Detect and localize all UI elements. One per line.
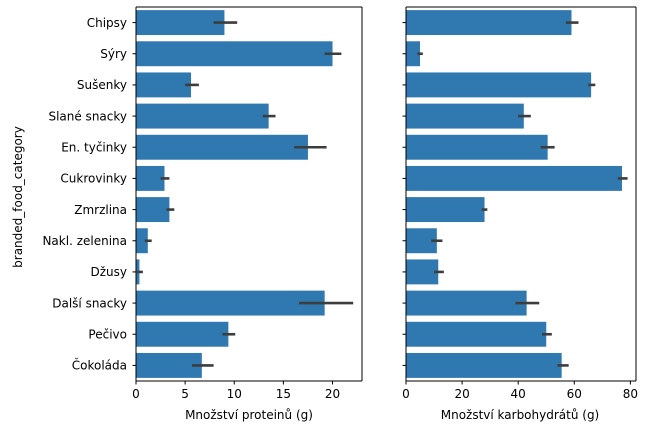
- protein-x-tick-label: 5: [181, 387, 189, 401]
- carb-x-tick-label: 20: [454, 387, 469, 401]
- carb-bar-susenky: [406, 72, 592, 98]
- protein-bar-pecivo: [136, 321, 229, 347]
- protein-x-tick-label: 10: [227, 387, 242, 401]
- protein-bar-slane-snacky: [136, 103, 269, 129]
- carb-x-tick-label: 40: [511, 387, 526, 401]
- carb-bar-slane-snacky: [406, 103, 524, 129]
- category-label-zmrzlina: Zmrzlina: [74, 203, 127, 217]
- carb-bar-cokolada: [406, 352, 562, 378]
- category-label-dzusy: Džusy: [91, 265, 128, 279]
- carb-bar-dalsi-snacky: [406, 290, 527, 316]
- carb-x-tick-label: 80: [623, 387, 638, 401]
- protein-panel: Chipsy Sýry Sušenky Slané snacky En. tyčinky…: [42, 6, 363, 401]
- carb-bar-zmrzlina: [406, 197, 485, 223]
- category-label-en-tycinky: En. tyčinky: [61, 141, 127, 155]
- category-label-syry: Sýry: [100, 47, 127, 61]
- protein-bar-syry: [136, 41, 333, 67]
- protein-x-tick-label: 15: [276, 387, 291, 401]
- protein-bar-dalsi-snacky: [136, 290, 325, 316]
- carb-bar-cukrovinky: [406, 165, 622, 191]
- category-label-cukrovinky: Cukrovinky: [60, 172, 127, 186]
- carb-x-tick-label: 0: [402, 387, 410, 401]
- protein-bar-susenky: [136, 72, 192, 98]
- carb-bar-syry: [406, 41, 421, 67]
- category-label-chipsy: Chipsy: [87, 16, 127, 30]
- protein-x-tick-label: 0: [132, 387, 140, 401]
- category-label-cokolada: Čokoláda: [72, 358, 127, 373]
- protein-bar-chipsy: [136, 10, 225, 36]
- category-label-nakl-zelenina: Nakl. zelenina: [42, 234, 127, 248]
- category-label-slane-snacky: Slané snacky: [48, 109, 127, 123]
- category-label-dalsi-snacky: Další snacky: [52, 296, 127, 310]
- carb-bar-en-tycinky: [406, 134, 548, 160]
- category-label-susenky: Sušenky: [77, 78, 127, 92]
- y-axis-label: branded_food_category: [11, 126, 25, 268]
- protein-bar-cokolada: [136, 352, 202, 378]
- protein-x-tick-label: 20: [325, 387, 340, 401]
- carbohydrate-panel: 0 20 40 60 80: [402, 6, 638, 401]
- carb-bar-chipsy: [406, 10, 572, 36]
- category-label-pecivo: Pečivo: [88, 328, 127, 342]
- protein-x-axis-label: Množství proteinů (g): [185, 408, 313, 422]
- protein-bar-zmrzlina: [136, 197, 170, 223]
- carbohydrate-x-axis-label: Množství karbohydrátů (g): [441, 408, 600, 422]
- carb-bar-pecivo: [406, 321, 547, 347]
- protein-bar-cukrovinky: [136, 165, 165, 191]
- carb-bar-dzusy: [406, 259, 439, 285]
- carb-x-tick-label: 60: [567, 387, 582, 401]
- protein-bar-nakl-zelenina: [136, 228, 148, 254]
- protein-bar-en-tycinky: [136, 134, 308, 160]
